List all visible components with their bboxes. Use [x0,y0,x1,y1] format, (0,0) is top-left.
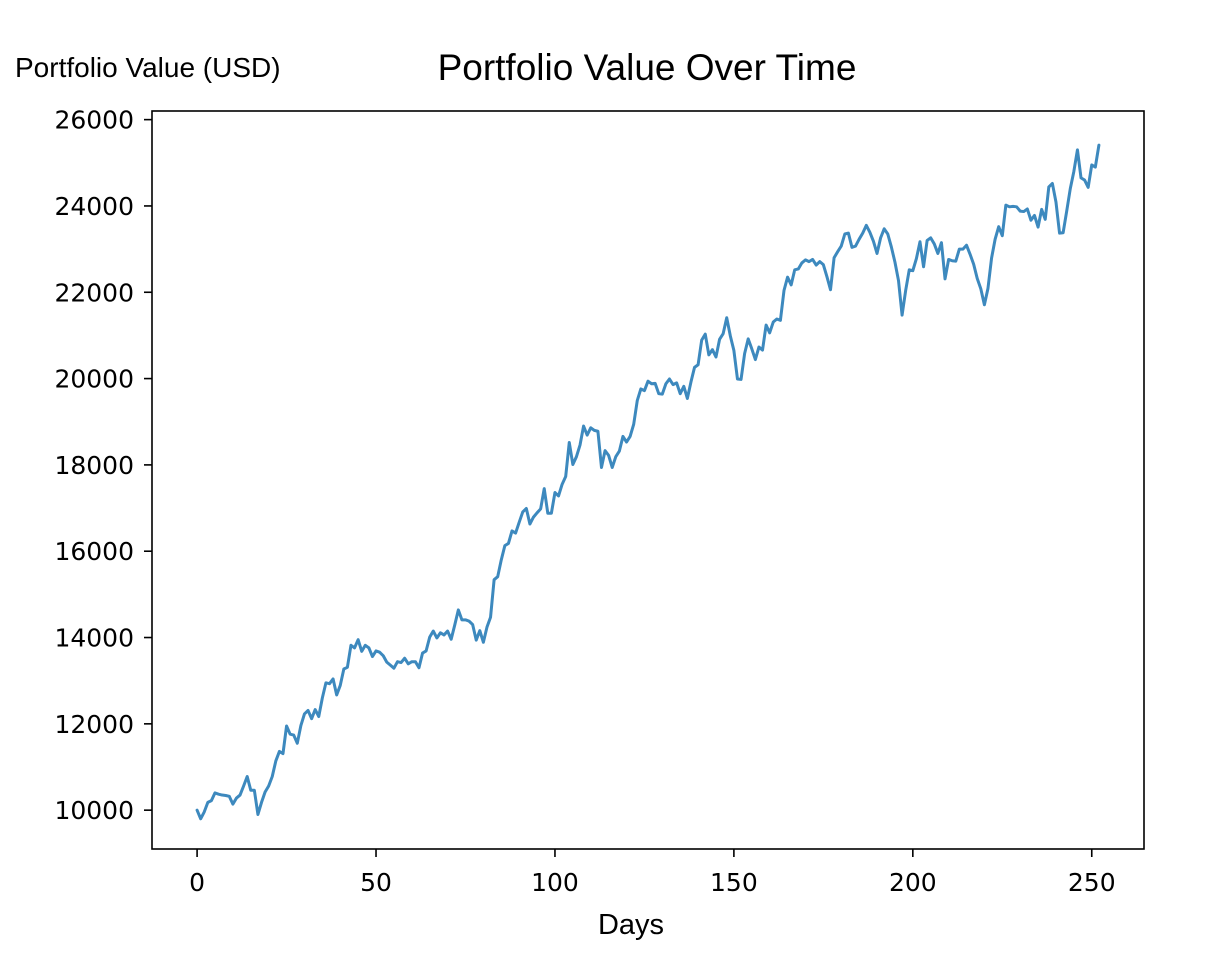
y-axis-ticks: 10000 12000 14000 16000 18000 20000 22000 24000… [54,106,152,825]
x-axis-ticks: 0 50 100 150 200 250 [189,849,1116,897]
y-tick-label: 16000 [54,537,134,566]
y-tick-label: 22000 [54,278,134,307]
x-tick-label: 250 [1068,868,1116,897]
x-axis-label: Days [598,909,664,941]
plot-area-frame [151,110,1145,850]
x-tick-label: 100 [531,868,579,897]
y-tick-label: 12000 [54,710,134,739]
y-axis-label: Portfolio Value (USD) [15,52,281,83]
x-tick-label: 150 [710,868,758,897]
y-tick-label: 18000 [54,451,134,480]
y-tick-label: 24000 [54,192,134,221]
x-tick-label: 50 [360,868,392,897]
portfolio-value-line [195,143,1101,821]
x-tick-label: 0 [189,868,205,897]
y-tick-label: 26000 [54,106,134,135]
series-layer [195,143,1101,821]
y-tick-label: 20000 [54,365,134,394]
chart-title: Portfolio Value Over Time [438,47,857,88]
x-tick-label: 200 [889,868,937,897]
y-tick-label: 10000 [54,796,134,825]
y-tick-label: 14000 [54,624,134,653]
